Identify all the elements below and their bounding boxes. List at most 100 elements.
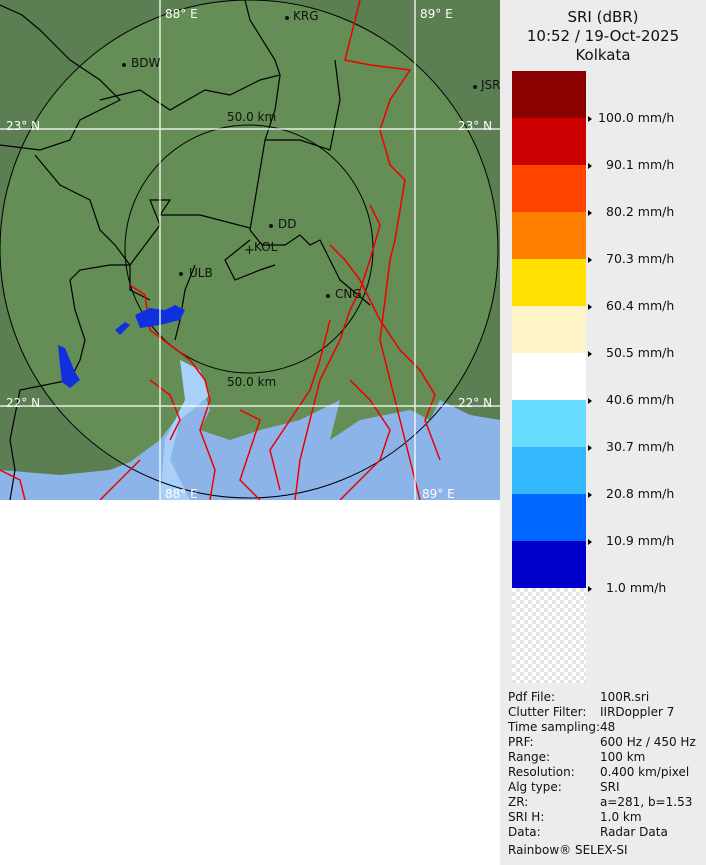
color-block (512, 353, 586, 400)
lon-label-88-top: 88° E (165, 7, 198, 21)
info-value: SRI (600, 780, 620, 794)
info-row: ZR: a=281, b=1.53 (508, 795, 696, 810)
scale-label-text: 1.0 mm/h (606, 580, 667, 595)
info-value: 100 km (600, 750, 646, 764)
city-krg: KRG (293, 9, 319, 23)
info-value: a=281, b=1.53 (600, 795, 693, 809)
tick-marker-icon (588, 256, 592, 263)
timestamp: 10:52 / 19-Oct-2025 (526, 27, 680, 45)
lat-label-22-right: 22° N (458, 396, 492, 410)
tick-marker-icon (588, 209, 592, 216)
scale-label-text: 90.1 mm/h (606, 157, 675, 172)
tick-marker-icon (588, 397, 592, 404)
lon-label-88-bottom: 88° E (165, 487, 198, 500)
tick-marker-icon (588, 491, 592, 498)
info-key: PRF: (508, 735, 534, 749)
scale-label: 1.0 mm/h (588, 580, 666, 595)
tick-marker-icon (588, 585, 592, 592)
color-block (512, 588, 586, 683)
site-name: Kolkata (575, 46, 631, 64)
info-row: SRI H: 1.0 km (508, 810, 696, 825)
info-key: Pdf File: (508, 690, 556, 704)
info-value: 48 (600, 720, 616, 734)
scale-label: 10.9 mm/h (588, 533, 674, 548)
scale-label: 30.7 mm/h (588, 439, 674, 454)
tick-marker-icon (588, 350, 592, 357)
city-kol: KOL (254, 240, 278, 254)
city-bdw: BDW (131, 56, 160, 70)
scale-label: 40.6 mm/h (588, 392, 674, 407)
info-key: Alg type: (508, 780, 562, 794)
legend-panel: SRI (dBR) 10:52 / 19-Oct-2025 Kolkata 10… (500, 0, 706, 865)
tick-marker-icon (588, 444, 592, 451)
scale-label: 20.8 mm/h (588, 486, 674, 501)
tick-marker-icon (588, 303, 592, 310)
scale-label: 70.3 mm/h (588, 251, 674, 266)
tick-marker-icon (588, 162, 592, 169)
scale-label: 60.4 mm/h (588, 298, 674, 313)
scale-label-text: 80.2 mm/h (606, 204, 675, 219)
color-block (512, 118, 586, 165)
info-row: Clutter Filter: IIRDoppler 7 (508, 705, 696, 720)
info-value: IIRDoppler 7 (600, 705, 675, 719)
info-row: Resolution: 0.400 km/pixel (508, 765, 696, 780)
scale-label: 50.5 mm/h (588, 345, 674, 360)
city-jsr: JSR (480, 78, 500, 92)
info-row: PRF: 600 Hz / 450 Hz (508, 735, 696, 750)
info-key: Resolution: (508, 765, 575, 779)
info-key: Data: (508, 825, 541, 839)
info-row: Data: Radar Data (508, 825, 696, 840)
range-ring-label-bottom: 50.0 km (227, 375, 276, 389)
info-value: 1.0 km (600, 810, 642, 824)
scale-label-text: 20.8 mm/h (606, 486, 675, 501)
vendor-footer: Rainbow® SELEX-SI (508, 843, 628, 857)
color-block (512, 541, 586, 588)
scale-label-text: 70.3 mm/h (606, 251, 675, 266)
info-row: Time sampling: 48 (508, 720, 696, 735)
info-row: Pdf File: 100R.sri (508, 690, 696, 705)
range-ring-label-top: 50.0 km (227, 110, 276, 124)
info-value: 600 Hz / 450 Hz (600, 735, 696, 749)
info-value: Radar Data (600, 825, 668, 839)
color-block (512, 400, 586, 447)
color-block (512, 447, 586, 494)
scale-label-text: 30.7 mm/h (606, 439, 675, 454)
tick-marker-icon (588, 115, 592, 122)
city-cng: CNG (335, 287, 362, 301)
range-ring-outer (0, 0, 499, 499)
info-value: 100R.sri (600, 690, 650, 704)
info-key: SRI H: (508, 810, 545, 824)
city-ulb: ULB (189, 266, 213, 280)
scale-label-text: 10.9 mm/h (606, 533, 675, 548)
info-row: Alg type: SRI (508, 780, 696, 795)
info-key: ZR: (508, 795, 529, 809)
city-dd: DD (278, 217, 296, 231)
color-block (512, 494, 586, 541)
color-block (512, 259, 586, 306)
color-block (512, 71, 586, 118)
info-key: Clutter Filter: (508, 705, 587, 719)
lat-label-22-left: 22° N (6, 396, 40, 410)
scale-label-text: 100.0 mm/h (598, 110, 675, 125)
color-block (512, 306, 586, 353)
scale-label-text: 60.4 mm/h (606, 298, 675, 313)
scale-label: 80.2 mm/h (588, 204, 674, 219)
lon-label-89-top: 89° E (420, 7, 453, 21)
info-key: Range: (508, 750, 551, 764)
product-title: SRI (dBR) (567, 8, 639, 26)
scale-label: 100.0 mm/h (588, 110, 674, 125)
color-block (512, 212, 586, 259)
info-value: 0.400 km/pixel (600, 765, 690, 779)
tick-marker-icon (588, 538, 592, 545)
lat-label-23-left: 23° N (6, 119, 40, 133)
lat-label-23-right: 23° N (458, 119, 492, 133)
info-key: Time sampling: (508, 720, 601, 734)
info-row: Range: 100 km (508, 750, 696, 765)
lon-label-89-bottom: 89° E (422, 487, 455, 500)
radar-map: 88° E 89° E 88° E 89° E 23° N 23° N 22° … (0, 0, 500, 500)
scale-label: 90.1 mm/h (588, 157, 674, 172)
metadata-table: Pdf File: 100R.sri Clutter Filter: IIRDoppl… (508, 690, 696, 858)
scale-label-text: 50.5 mm/h (606, 345, 675, 360)
scale-label-text: 40.6 mm/h (606, 392, 675, 407)
radar-site-marker: + (244, 243, 255, 258)
